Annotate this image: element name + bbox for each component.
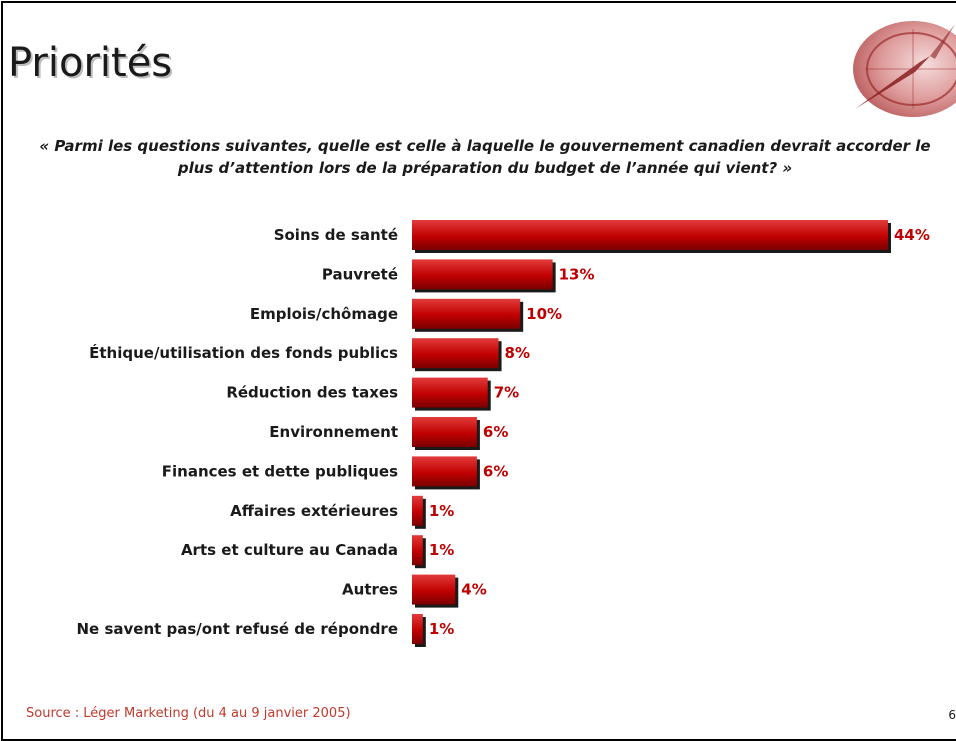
category-label: Éthique/utilisation des fonds publics	[89, 343, 398, 362]
category-label: Soins de santé	[274, 226, 398, 244]
value-label: 1%	[429, 502, 454, 520]
bar	[412, 259, 553, 290]
value-label: 13%	[559, 265, 595, 283]
category-label: Réduction des taxes	[226, 384, 398, 402]
value-label: 1%	[429, 620, 454, 638]
category-label: Finances et dette publiques	[162, 462, 398, 480]
bar-chart: Soins de santé 44% Pauvreté 13% Emplois/chôm…	[77, 220, 930, 647]
compass-icon	[853, 21, 956, 117]
value-label: 6%	[483, 462, 508, 480]
bar	[412, 338, 499, 369]
category-label: Arts et culture au Canada	[181, 541, 398, 559]
bar	[412, 220, 888, 250]
bar	[412, 535, 423, 566]
category-label: Ne savent pas/ont refusé de répondre	[77, 620, 399, 638]
value-label: 10%	[526, 305, 562, 323]
page-number: 6	[948, 708, 956, 722]
category-label: Environnement	[269, 423, 398, 441]
bar	[412, 456, 477, 487]
source-note: Source : Léger Marketing (du 4 au 9 janv…	[26, 706, 351, 721]
value-label: 1%	[429, 541, 454, 559]
bar	[412, 574, 456, 605]
bar	[412, 417, 477, 447]
category-label: Affaires extérieures	[230, 502, 398, 520]
bar	[412, 495, 423, 526]
value-label: 8%	[505, 344, 530, 362]
bar	[412, 298, 521, 329]
category-label: Pauvreté	[322, 265, 398, 283]
value-label: 7%	[494, 384, 519, 402]
value-label: 6%	[483, 423, 508, 441]
category-label: Emplois/chômage	[250, 305, 398, 323]
value-label: 44%	[894, 226, 930, 244]
category-label: Autres	[342, 581, 398, 599]
value-label: 4%	[461, 581, 486, 599]
survey-question: « Parmi les questions suivantes, quelle …	[39, 137, 931, 177]
bar	[412, 377, 488, 408]
slide-title: Priorités	[8, 40, 173, 86]
bar	[412, 614, 423, 644]
